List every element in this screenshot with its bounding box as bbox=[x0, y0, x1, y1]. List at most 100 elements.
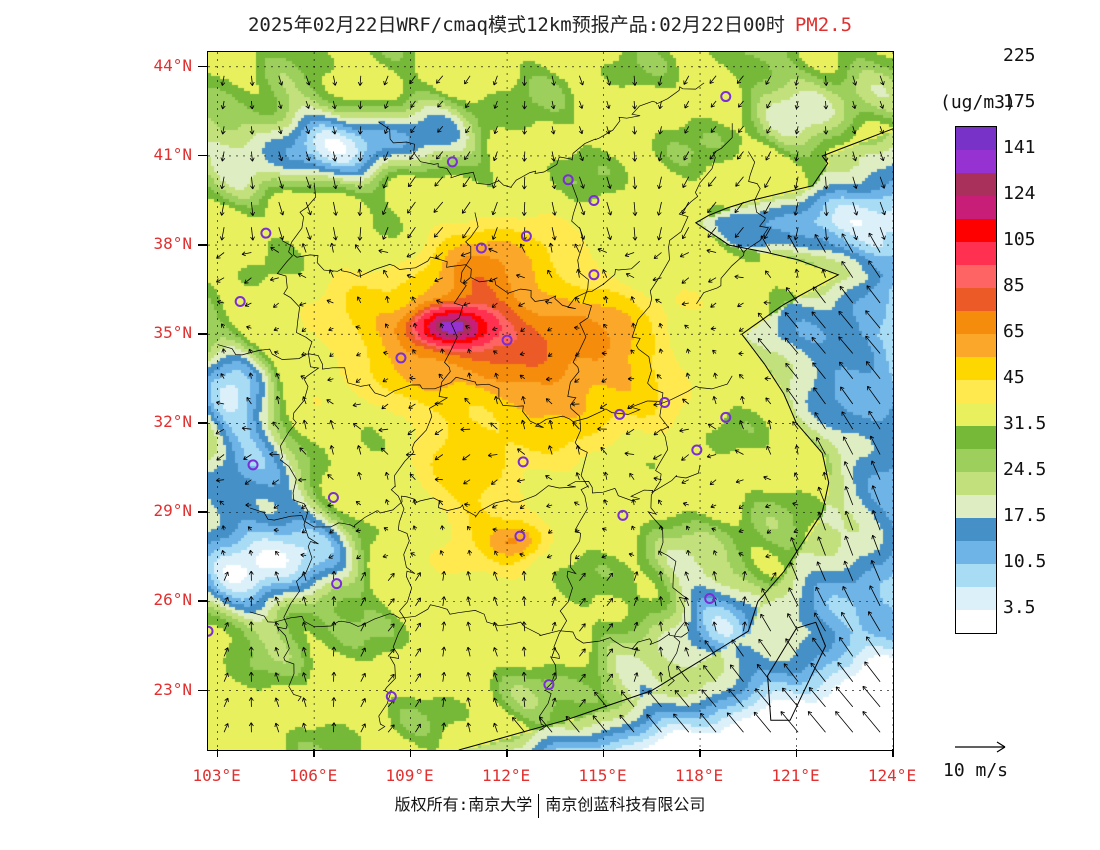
wind-vector-arrow bbox=[793, 528, 799, 534]
wind-vector-arrow bbox=[409, 75, 416, 85]
longitude-label: 118°E bbox=[674, 766, 724, 785]
wind-vector-arrow bbox=[332, 75, 338, 86]
wind-vector-arrow bbox=[305, 75, 311, 86]
wind-vector-arrow bbox=[466, 621, 471, 632]
wind-vector-arrow bbox=[302, 722, 307, 733]
latitude-tick bbox=[198, 333, 207, 335]
wind-vector-arrow bbox=[579, 151, 584, 162]
wind-vector-arrow bbox=[241, 251, 252, 257]
wind-vector-arrow bbox=[356, 445, 362, 455]
wind-vector-arrow bbox=[223, 596, 229, 607]
wind-vector-arrow bbox=[653, 252, 662, 259]
wind-vector-arrow bbox=[384, 471, 390, 480]
wind-vector-arrow bbox=[606, 623, 613, 632]
province-boundary bbox=[249, 464, 701, 528]
longitude-label: 121°E bbox=[771, 766, 820, 785]
wind-vector-arrow bbox=[658, 621, 664, 632]
wind-vector-arrow bbox=[545, 398, 553, 405]
wind-vector-arrow bbox=[603, 323, 608, 329]
wind-vector-arrow bbox=[673, 713, 690, 733]
wind-vector-arrow bbox=[551, 596, 557, 607]
wind-vector-arrow bbox=[823, 151, 829, 162]
wind-vector-arrow bbox=[434, 454, 444, 461]
wind-vector-arrow bbox=[770, 572, 777, 581]
wind-vector-arrow bbox=[327, 377, 334, 382]
wind-vector-arrow bbox=[249, 151, 255, 162]
wind-vector-arrow bbox=[272, 421, 280, 430]
wind-vector-arrow bbox=[547, 269, 553, 278]
wind-vector-arrow bbox=[355, 528, 361, 533]
colorbar-segment bbox=[956, 357, 996, 380]
wind-vector-arrow bbox=[684, 621, 690, 632]
wind-vector-arrow bbox=[632, 151, 638, 162]
wind-vector-arrow bbox=[684, 647, 690, 657]
wind-vector-arrow bbox=[439, 550, 445, 556]
wind-vector-arrow bbox=[269, 276, 279, 282]
wind-vector-arrow bbox=[352, 423, 362, 430]
wind-vector-arrow bbox=[521, 671, 527, 682]
pm25-map-panel[interactable] bbox=[207, 51, 894, 751]
wind-vector-arrow bbox=[520, 327, 526, 332]
species-label: PM2.5 bbox=[794, 14, 853, 36]
wind-vector-arrow bbox=[305, 227, 312, 240]
wind-vector-arrow bbox=[248, 697, 254, 707]
wind-vector-arrow bbox=[493, 126, 499, 135]
wind-vector-arrow bbox=[794, 268, 800, 278]
wind-vector-arrow bbox=[601, 554, 607, 559]
wind-vector-arrow bbox=[868, 611, 881, 632]
wind-vector-arrow bbox=[433, 226, 444, 238]
province-boundary bbox=[276, 182, 320, 702]
wind-vector-arrow bbox=[460, 427, 471, 432]
wind-vector-arrow bbox=[706, 453, 717, 459]
wind-vector-arrow bbox=[462, 176, 471, 188]
wind-vector-arrow bbox=[216, 299, 225, 305]
wind-vector-arrow bbox=[548, 529, 553, 534]
wind-vector-arrow bbox=[787, 613, 799, 632]
city-marker-icon bbox=[720, 411, 732, 423]
wind-vector-arrow bbox=[274, 672, 280, 682]
wind-vector-arrow bbox=[658, 550, 663, 556]
wind-vector-arrow bbox=[440, 348, 445, 354]
wind-vector-arrow bbox=[606, 648, 613, 657]
wind-vector-arrow bbox=[686, 549, 691, 556]
wind-vector-arrow bbox=[633, 646, 639, 657]
colorbar-tick-label: 45 bbox=[1003, 367, 1025, 388]
wind-vector-arrow bbox=[435, 252, 444, 259]
wind-vector-arrow bbox=[839, 361, 854, 379]
wind-vector-arrow bbox=[597, 247, 607, 253]
wind-vector-arrow bbox=[630, 296, 636, 304]
longitude-label: 106°E bbox=[289, 766, 338, 785]
longitude-label: 115°E bbox=[578, 766, 627, 785]
wind-vector-arrow bbox=[742, 570, 747, 581]
wind-vector-arrow bbox=[241, 426, 252, 431]
wind-vector-arrow bbox=[333, 201, 338, 216]
wind-vector-arrow bbox=[329, 419, 334, 430]
wind-vector-arrow bbox=[765, 75, 772, 85]
latitude-label: 41°N bbox=[153, 144, 192, 164]
wind-vector-arrow bbox=[465, 126, 471, 134]
wind-vector-arrow bbox=[868, 260, 881, 278]
province-boundary bbox=[696, 151, 769, 305]
wind-vector-arrow bbox=[415, 647, 421, 657]
wind-vector-arrow bbox=[521, 396, 526, 405]
wind-vector-arrow bbox=[780, 711, 799, 733]
wind-vector-arrow bbox=[657, 151, 663, 162]
footer-divider bbox=[538, 793, 540, 818]
wind-vector-arrow bbox=[245, 502, 252, 508]
wind-vector-arrow bbox=[490, 422, 498, 430]
wind-vector-arrow bbox=[823, 201, 829, 216]
wind-vector-arrow bbox=[223, 672, 229, 682]
wind-vector-arrow bbox=[250, 227, 255, 241]
copyright-footer: 版权所有:南京大学 南京创蓝科技有限公司 bbox=[0, 791, 1100, 818]
wind-vector-arrow bbox=[247, 526, 253, 531]
wind-vector-arrow bbox=[628, 552, 635, 558]
wind-vector-arrow bbox=[709, 479, 717, 486]
wind-vector-arrow bbox=[360, 647, 366, 657]
wind-vector-arrow bbox=[821, 268, 826, 278]
wind-vector-arrow bbox=[823, 126, 829, 135]
wind-vector-arrow bbox=[782, 687, 799, 708]
wind-vector-arrow bbox=[331, 570, 337, 581]
province-boundary bbox=[539, 182, 592, 731]
wind-vector-arrow bbox=[522, 126, 527, 135]
wind-vector-arrow bbox=[792, 501, 799, 507]
